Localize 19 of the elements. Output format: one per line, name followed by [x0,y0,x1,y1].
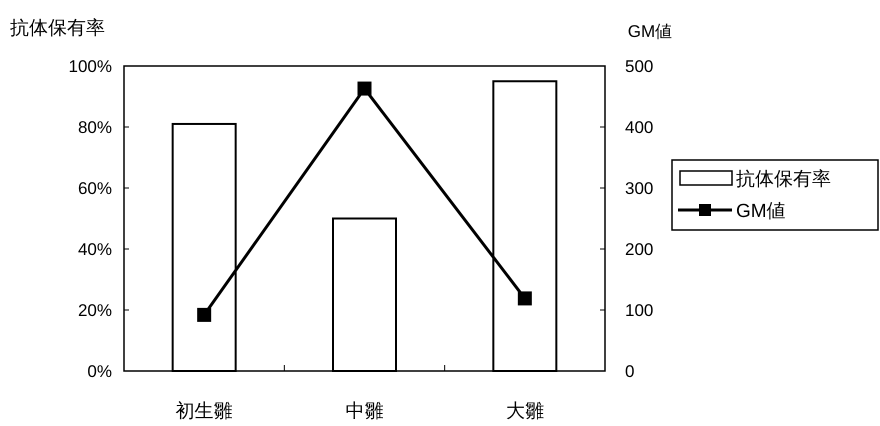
xtick: 大雛 [506,401,544,422]
ylabel: 抗体保有率 [10,18,105,39]
ytick: 100% [68,57,112,76]
y2tick: 400 [625,118,654,137]
ytick: 60% [78,179,112,198]
legend-label: 抗体保有率 [736,169,831,190]
y2tick: 100 [625,301,654,320]
legend-label: GM値 [736,201,786,222]
y2tick: 500 [625,57,654,76]
xtick: 初生雛 [176,401,233,422]
ytick: 40% [78,240,112,259]
y2tick: 300 [625,179,654,198]
ytick: 80% [78,118,112,137]
y2tick: 200 [625,240,654,259]
y2label: GM値 [628,22,672,41]
xtick: 中雛 [346,401,384,422]
ytick: 0% [87,362,112,381]
ytick: 20% [78,301,112,320]
y2tick: 0 [625,362,634,381]
